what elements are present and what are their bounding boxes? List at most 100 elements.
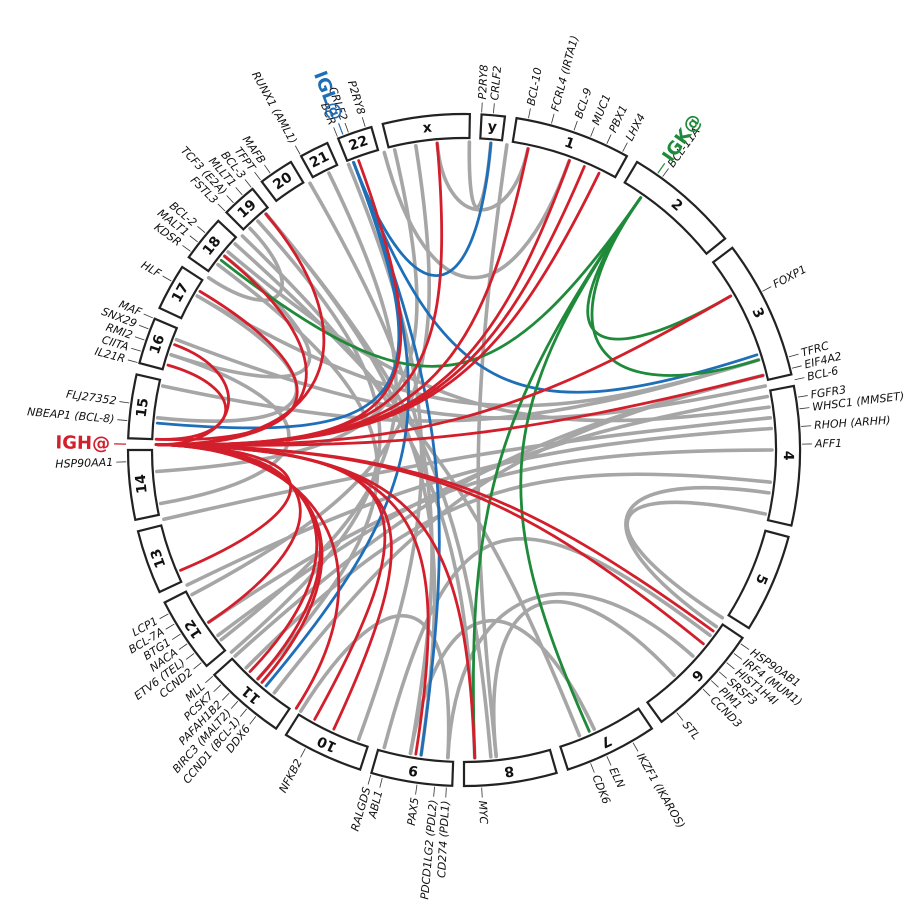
chromosome-segment-1 (511, 116, 629, 179)
gene-leader-line (117, 419, 128, 421)
gene-leader-line (230, 700, 239, 709)
gene-leader-line (205, 675, 214, 684)
other-link-9 (226, 250, 771, 423)
gene-label: PAX5 (405, 797, 422, 827)
gene-leader-line (143, 313, 154, 319)
chromosome-segment-18 (187, 219, 238, 273)
other-link-18 (491, 600, 676, 759)
locus-leader-line (657, 162, 666, 174)
igk-link-4 (471, 196, 643, 760)
gene-leader-line (733, 653, 743, 660)
chromosome-segment-20 (260, 160, 305, 203)
other-link-26 (346, 162, 424, 742)
chromosome-label-21: 21 (307, 149, 332, 172)
gene-leader-line (622, 142, 628, 152)
gene-label: MYC (476, 800, 490, 825)
gene-leader-line (662, 168, 669, 177)
chromosome-label-13: 13 (148, 546, 170, 570)
gene-leader-line (590, 763, 595, 773)
igl-link-1 (352, 161, 441, 757)
other-link-11 (185, 426, 774, 587)
other-link-36 (382, 150, 572, 280)
gene-leader-line (131, 347, 141, 352)
chromosome-segment-2 (623, 160, 727, 256)
gene-leader-line (197, 226, 206, 234)
igh-link-3 (154, 374, 765, 447)
gene-label: RHOH (ARHH) (814, 414, 891, 432)
gene-leader-line (189, 235, 198, 243)
chromosome-segment-3 (711, 246, 793, 382)
chromosome-segment-8 (462, 748, 558, 788)
chromosome-segment-4 (766, 384, 802, 527)
chromosome-label-16: 16 (147, 333, 168, 357)
other-link-10 (162, 416, 773, 522)
gene-leader-line (415, 784, 418, 795)
gene-leader-line (762, 286, 772, 292)
gene-label: FLJ27352 (65, 388, 117, 408)
igl-link-4 (155, 161, 401, 430)
gene-leader-line (606, 756, 612, 766)
gene-leader-line (740, 643, 750, 650)
gene-leader-line (791, 365, 802, 369)
gene-leader-line (119, 401, 130, 404)
gene-label: HSP90AA1 (55, 456, 113, 471)
gene-leader-line (221, 692, 230, 701)
other-link-17 (446, 592, 695, 760)
gene-leader-line (379, 777, 383, 788)
locus-label-igh: IGH@ (55, 432, 110, 454)
gene-leader-line (165, 623, 175, 630)
chromosome-label-14: 14 (133, 473, 151, 494)
gene-leader-line (235, 187, 243, 196)
gene-leader-line (367, 774, 372, 785)
gene-label: BCL-6 (806, 364, 839, 383)
chromosome-label-9: 9 (407, 761, 419, 778)
other-link-16 (382, 536, 712, 750)
gene-leader-line (632, 742, 639, 752)
gene-leader-line (162, 275, 172, 282)
gene-leader-line (134, 336, 145, 341)
gene-leader-line (726, 662, 735, 670)
chromosome-segment-16 (138, 317, 179, 371)
other-link-12 (206, 448, 774, 625)
gene-label: NBEAP1 (BCL-8) (27, 405, 115, 426)
gene-leader-line (573, 120, 578, 131)
gene-leader-line (433, 786, 435, 797)
gene-leader-line (182, 245, 191, 252)
gene-leader-line (361, 117, 366, 127)
igh-link-15 (154, 212, 326, 447)
gene-label: CD274 (PDL1) (435, 800, 452, 878)
gene-label: BCL-10 (525, 66, 545, 106)
gene-label: CRLF2 (488, 65, 504, 101)
chromosome-label-10: 10 (315, 732, 340, 755)
gene-leader-line (676, 712, 684, 721)
gene-leader-line (718, 671, 727, 679)
gene-leader-line (333, 127, 338, 137)
gene-leader-line (481, 787, 483, 798)
gene-leader-line (799, 407, 810, 410)
gene-leader-line (249, 716, 257, 725)
chromosome-segment-14 (126, 448, 161, 522)
chromosome-segment-13 (136, 524, 183, 594)
chromosome-label-y: y (487, 119, 498, 136)
locus-leader-line (338, 123, 344, 135)
gene-leader-line (264, 164, 271, 174)
gene-label: ELN (606, 765, 627, 790)
igh-link-21 (154, 289, 299, 442)
other-link-23 (298, 614, 451, 760)
chromosome-segment-21 (299, 141, 339, 179)
gene-leader-line (606, 134, 612, 144)
other-link-35 (206, 226, 284, 302)
gene-leader-line (213, 684, 222, 693)
igl-link-0 (352, 161, 759, 394)
chromosome-label-22: 22 (347, 133, 371, 154)
igh-link-19 (154, 171, 601, 447)
gene-leader-line (178, 643, 188, 650)
igh-link-22 (154, 443, 322, 681)
gene-label: STL (680, 719, 703, 743)
gene-leader-line (294, 145, 301, 155)
gene-label: FOXP1 (771, 263, 809, 291)
gene-label: FGFR3 (810, 383, 847, 401)
chord-layer (154, 140, 774, 760)
gene-leader-line (801, 425, 812, 427)
